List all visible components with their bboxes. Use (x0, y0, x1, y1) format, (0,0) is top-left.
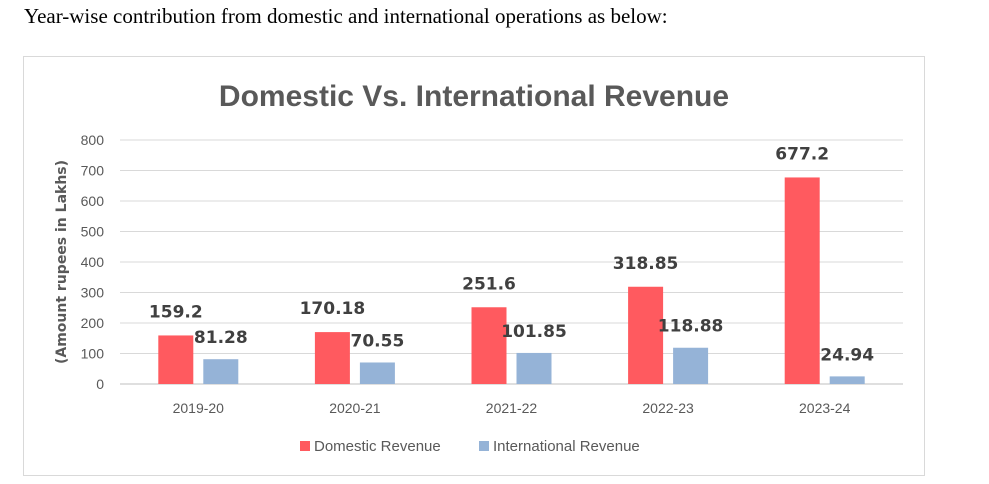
bar-domestic (628, 286, 664, 384)
data-label: 318.85 (613, 254, 679, 274)
data-label: 159.2 (149, 302, 203, 322)
y-tick-label: 0 (96, 376, 104, 392)
bar-international (203, 359, 239, 384)
x-axis-ticks: 2019-20 2020-21 2021-22 2022-23 2023-24 (173, 400, 851, 416)
x-tick-label: 2022-23 (642, 400, 694, 416)
gridlines (120, 139, 903, 385)
bar-domestic (314, 332, 350, 384)
data-label: 101.85 (501, 322, 567, 342)
data-label: 70.55 (351, 331, 405, 351)
x-tick-label: 2020-21 (329, 400, 381, 416)
bar-international (359, 362, 395, 384)
chart-title: Domestic Vs. International Revenue (219, 80, 729, 113)
data-labels: 159.2 81.28 170.18 70.55 251.6 101.85 318.85 11… (149, 144, 874, 365)
bar-international (673, 347, 709, 384)
y-tick-label: 100 (81, 346, 105, 362)
bar-international (829, 376, 865, 384)
y-tick-label: 800 (81, 132, 105, 148)
y-tick-label: 500 (81, 224, 105, 240)
y-tick-label: 200 (81, 315, 105, 331)
y-axis-label: (Amount rupees in Lakhs) (54, 160, 70, 364)
data-label: 81.28 (194, 328, 248, 348)
bar-domestic (158, 335, 194, 384)
chart-frame (23, 56, 925, 476)
y-tick-label: 600 (81, 193, 105, 209)
x-tick-label: 2021-22 (486, 400, 538, 416)
legend-swatch (300, 441, 310, 451)
y-axis-ticks: 0 100 200 300 400 500 600 700 800 (81, 132, 105, 392)
data-label: 170.18 (300, 299, 366, 319)
data-label: 677.2 (775, 144, 829, 164)
y-tick-label: 300 (81, 285, 105, 301)
data-label: 118.88 (658, 317, 724, 337)
x-tick-label: 2019-20 (173, 400, 225, 416)
data-label: 24.94 (820, 345, 874, 365)
legend-label: International Revenue (493, 438, 640, 455)
bar-international (516, 352, 552, 384)
intro-text: Year-wise contribution from domestic and… (24, 4, 668, 28)
y-tick-label: 400 (81, 254, 105, 270)
bars (158, 177, 865, 384)
bar-domestic (471, 307, 507, 384)
legend-swatch (479, 441, 489, 451)
legend-label: Domestic Revenue (314, 438, 441, 455)
y-tick-label: 700 (81, 163, 105, 179)
legend: Domestic Revenue International Revenue (300, 438, 640, 455)
data-label: 251.6 (462, 274, 516, 294)
x-tick-label: 2023-24 (799, 400, 851, 416)
bar-domestic (784, 177, 820, 384)
